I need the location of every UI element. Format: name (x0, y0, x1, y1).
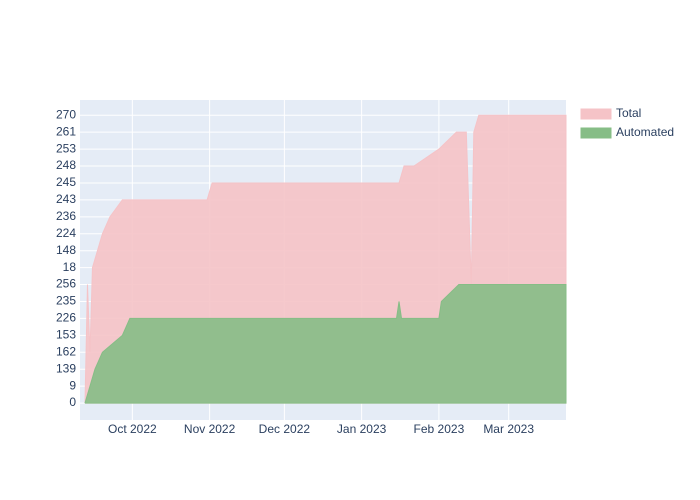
y-tick-label: 248 (56, 158, 76, 172)
y-tick-label: 226 (56, 311, 76, 325)
y-tick-label: 245 (56, 175, 76, 189)
y-tick-label: 256 (56, 277, 76, 291)
y-tick-label: 139 (56, 361, 76, 375)
legend-swatch (580, 127, 612, 139)
y-tick-label: 9 (69, 378, 76, 392)
y-tick-label: 224 (56, 226, 76, 240)
tick-labels: 0 9 139 162 153 226 235 256 18 148 224 236 243 245 248… (56, 107, 534, 436)
x-tick-label: Dec 2022 (259, 422, 311, 436)
legend-label: Automated (616, 125, 674, 139)
x-tick-label: Oct 2022 (108, 422, 157, 436)
area (84, 284, 567, 404)
legend: Total Automated (580, 106, 674, 139)
y-tick-label: 253 (56, 141, 76, 155)
x-tick-label: Jan 2023 (337, 422, 387, 436)
y-tick-label: 236 (56, 209, 76, 223)
y-tick-label: 18 (63, 260, 77, 274)
y-tick-label: 0 (69, 395, 76, 409)
x-tick-label: Nov 2022 (184, 422, 236, 436)
x-tick-label: Feb 2023 (414, 422, 465, 436)
y-tick-label: 235 (56, 294, 76, 308)
y-tick-label: 261 (56, 124, 76, 138)
y-tick-label: 270 (56, 107, 76, 121)
x-tick-label: Mar 2023 (483, 422, 534, 436)
areas (84, 114, 567, 404)
y-tick-label: 148 (56, 243, 76, 257)
y-tick-label: 162 (56, 344, 76, 358)
y-tick-label: 153 (56, 328, 76, 342)
legend-swatch (580, 108, 612, 120)
y-tick-label: 243 (56, 192, 76, 206)
legend-label: Total (616, 106, 641, 120)
